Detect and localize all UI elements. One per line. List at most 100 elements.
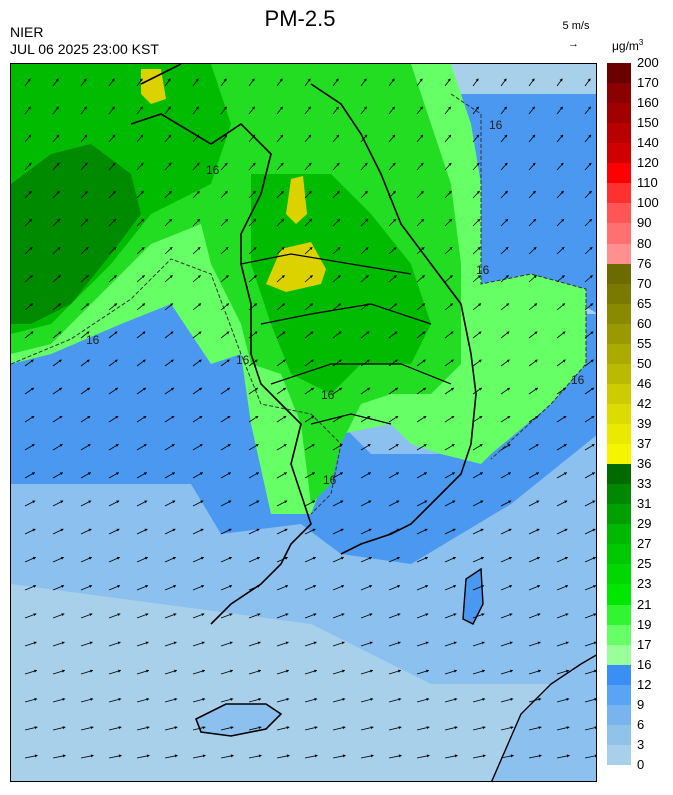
wind-vector-head <box>307 106 311 110</box>
wind-vector-head <box>112 162 116 166</box>
wind-vector-head <box>536 556 540 560</box>
wind-vector-head <box>145 669 149 673</box>
wind-vector-head <box>394 331 398 335</box>
wind-reference-arrow-icon: → <box>568 38 579 50</box>
wind-vector-head <box>475 106 479 110</box>
wind-vector-head <box>419 78 423 82</box>
wind-vector-head <box>482 726 486 730</box>
wind-vector-head <box>391 106 395 110</box>
legend-swatch <box>607 724 631 746</box>
wind-vector-head <box>341 641 345 645</box>
wind-vector-head <box>112 134 116 138</box>
wind-vector-head <box>111 106 115 110</box>
legend-swatch <box>607 123 631 144</box>
wind-vector-head <box>423 416 427 419</box>
wind-vector-head <box>313 669 317 673</box>
wind-vector-head <box>453 585 457 588</box>
wind-vector-head <box>503 106 507 110</box>
wind-vector-head <box>32 528 36 532</box>
wind-vector-head <box>425 669 429 673</box>
wind-vector-head <box>505 247 509 251</box>
legend-label: 80 <box>637 235 652 251</box>
wind-vector-head <box>396 500 400 504</box>
legend-swatch <box>607 644 631 666</box>
legend-swatch <box>607 684 631 706</box>
wind-vector-head <box>141 219 145 222</box>
wind-vector-head <box>563 472 567 476</box>
wind-vector-head <box>114 303 117 307</box>
wind-vector-head <box>145 613 149 617</box>
wind-vector-head <box>168 190 172 194</box>
wind-vector-head <box>481 669 485 673</box>
east-sea-blue <box>461 94 596 313</box>
legend-swatch <box>607 83 631 104</box>
wind-vector-head <box>227 444 231 447</box>
legend-swatch <box>607 323 631 345</box>
wind-vector-head <box>506 359 510 363</box>
wind-vector-head <box>88 556 92 560</box>
wind-vector-head <box>426 754 430 758</box>
wind-vector-head <box>117 669 121 673</box>
wind-vector-head <box>117 585 121 588</box>
wind-vector-head <box>336 162 340 166</box>
wind-vector-head <box>392 134 396 138</box>
legend-label: 55 <box>637 335 652 351</box>
wind-vector-head <box>61 669 65 673</box>
wind-vector-head <box>33 613 37 617</box>
wind-vector-head <box>225 275 229 279</box>
wind-vector-head <box>338 303 341 307</box>
wind-vector-head <box>531 78 535 82</box>
wind-vector-head <box>449 247 453 251</box>
legend-swatch <box>607 343 631 365</box>
wind-vector-head <box>56 190 60 194</box>
wind-vector-head <box>426 726 430 730</box>
wind-vector-head <box>314 754 318 758</box>
wind-vector-head <box>395 444 399 447</box>
wind-vector-head <box>504 134 508 138</box>
wind-vector-head <box>145 641 149 645</box>
wind-vector-head <box>254 359 258 363</box>
wind-vector-head <box>224 190 228 194</box>
wind-vector-head <box>90 726 94 730</box>
wind-vector-head <box>32 500 36 504</box>
legend-label: 60 <box>637 315 652 331</box>
legend-swatch <box>607 484 631 505</box>
wind-vector-head <box>61 641 65 645</box>
wind-vector-head <box>312 528 316 532</box>
wind-vector-head <box>419 106 423 110</box>
wind-vector-head <box>477 275 481 279</box>
wind-vector-head <box>226 359 230 363</box>
wind-vector-head <box>308 134 312 138</box>
legend-swatch <box>607 624 631 646</box>
wind-vector-head <box>450 387 454 391</box>
wind-vector-head <box>29 219 33 222</box>
wind-vector-head <box>534 359 538 363</box>
wind-vector-head <box>535 472 539 476</box>
wind-vector-head <box>477 219 481 222</box>
wind-vector-head <box>340 528 344 532</box>
wind-vector-head <box>423 472 427 476</box>
wind-vector-head <box>589 247 593 251</box>
unit-exponent: 3 <box>638 38 644 47</box>
wind-vector-head <box>60 500 64 504</box>
wind-vector-head <box>590 359 594 363</box>
contour-label: 16 <box>236 353 250 367</box>
legend-swatch <box>607 303 631 325</box>
wind-vector-head <box>88 528 92 532</box>
wind-vector-head <box>284 528 288 532</box>
wind-vector-head <box>84 134 88 138</box>
wind-vector-head <box>142 387 146 391</box>
wind-vector-head <box>482 754 486 758</box>
wind-vector-head <box>536 500 540 504</box>
legend-label: 27 <box>637 536 652 552</box>
legend-swatch <box>607 504 631 525</box>
wind-vector-head <box>142 359 146 363</box>
wind-vector-head <box>506 387 510 391</box>
wind-vector-head <box>591 444 595 447</box>
wind-vector-head <box>258 754 262 758</box>
pm25-map: 16 16 16 16 16 16 16 16 <box>10 63 597 782</box>
wind-vector-head <box>369 613 373 617</box>
wind-vector-head <box>116 528 120 532</box>
wind-vector-head <box>559 78 563 82</box>
wind-vector-head <box>310 331 314 335</box>
